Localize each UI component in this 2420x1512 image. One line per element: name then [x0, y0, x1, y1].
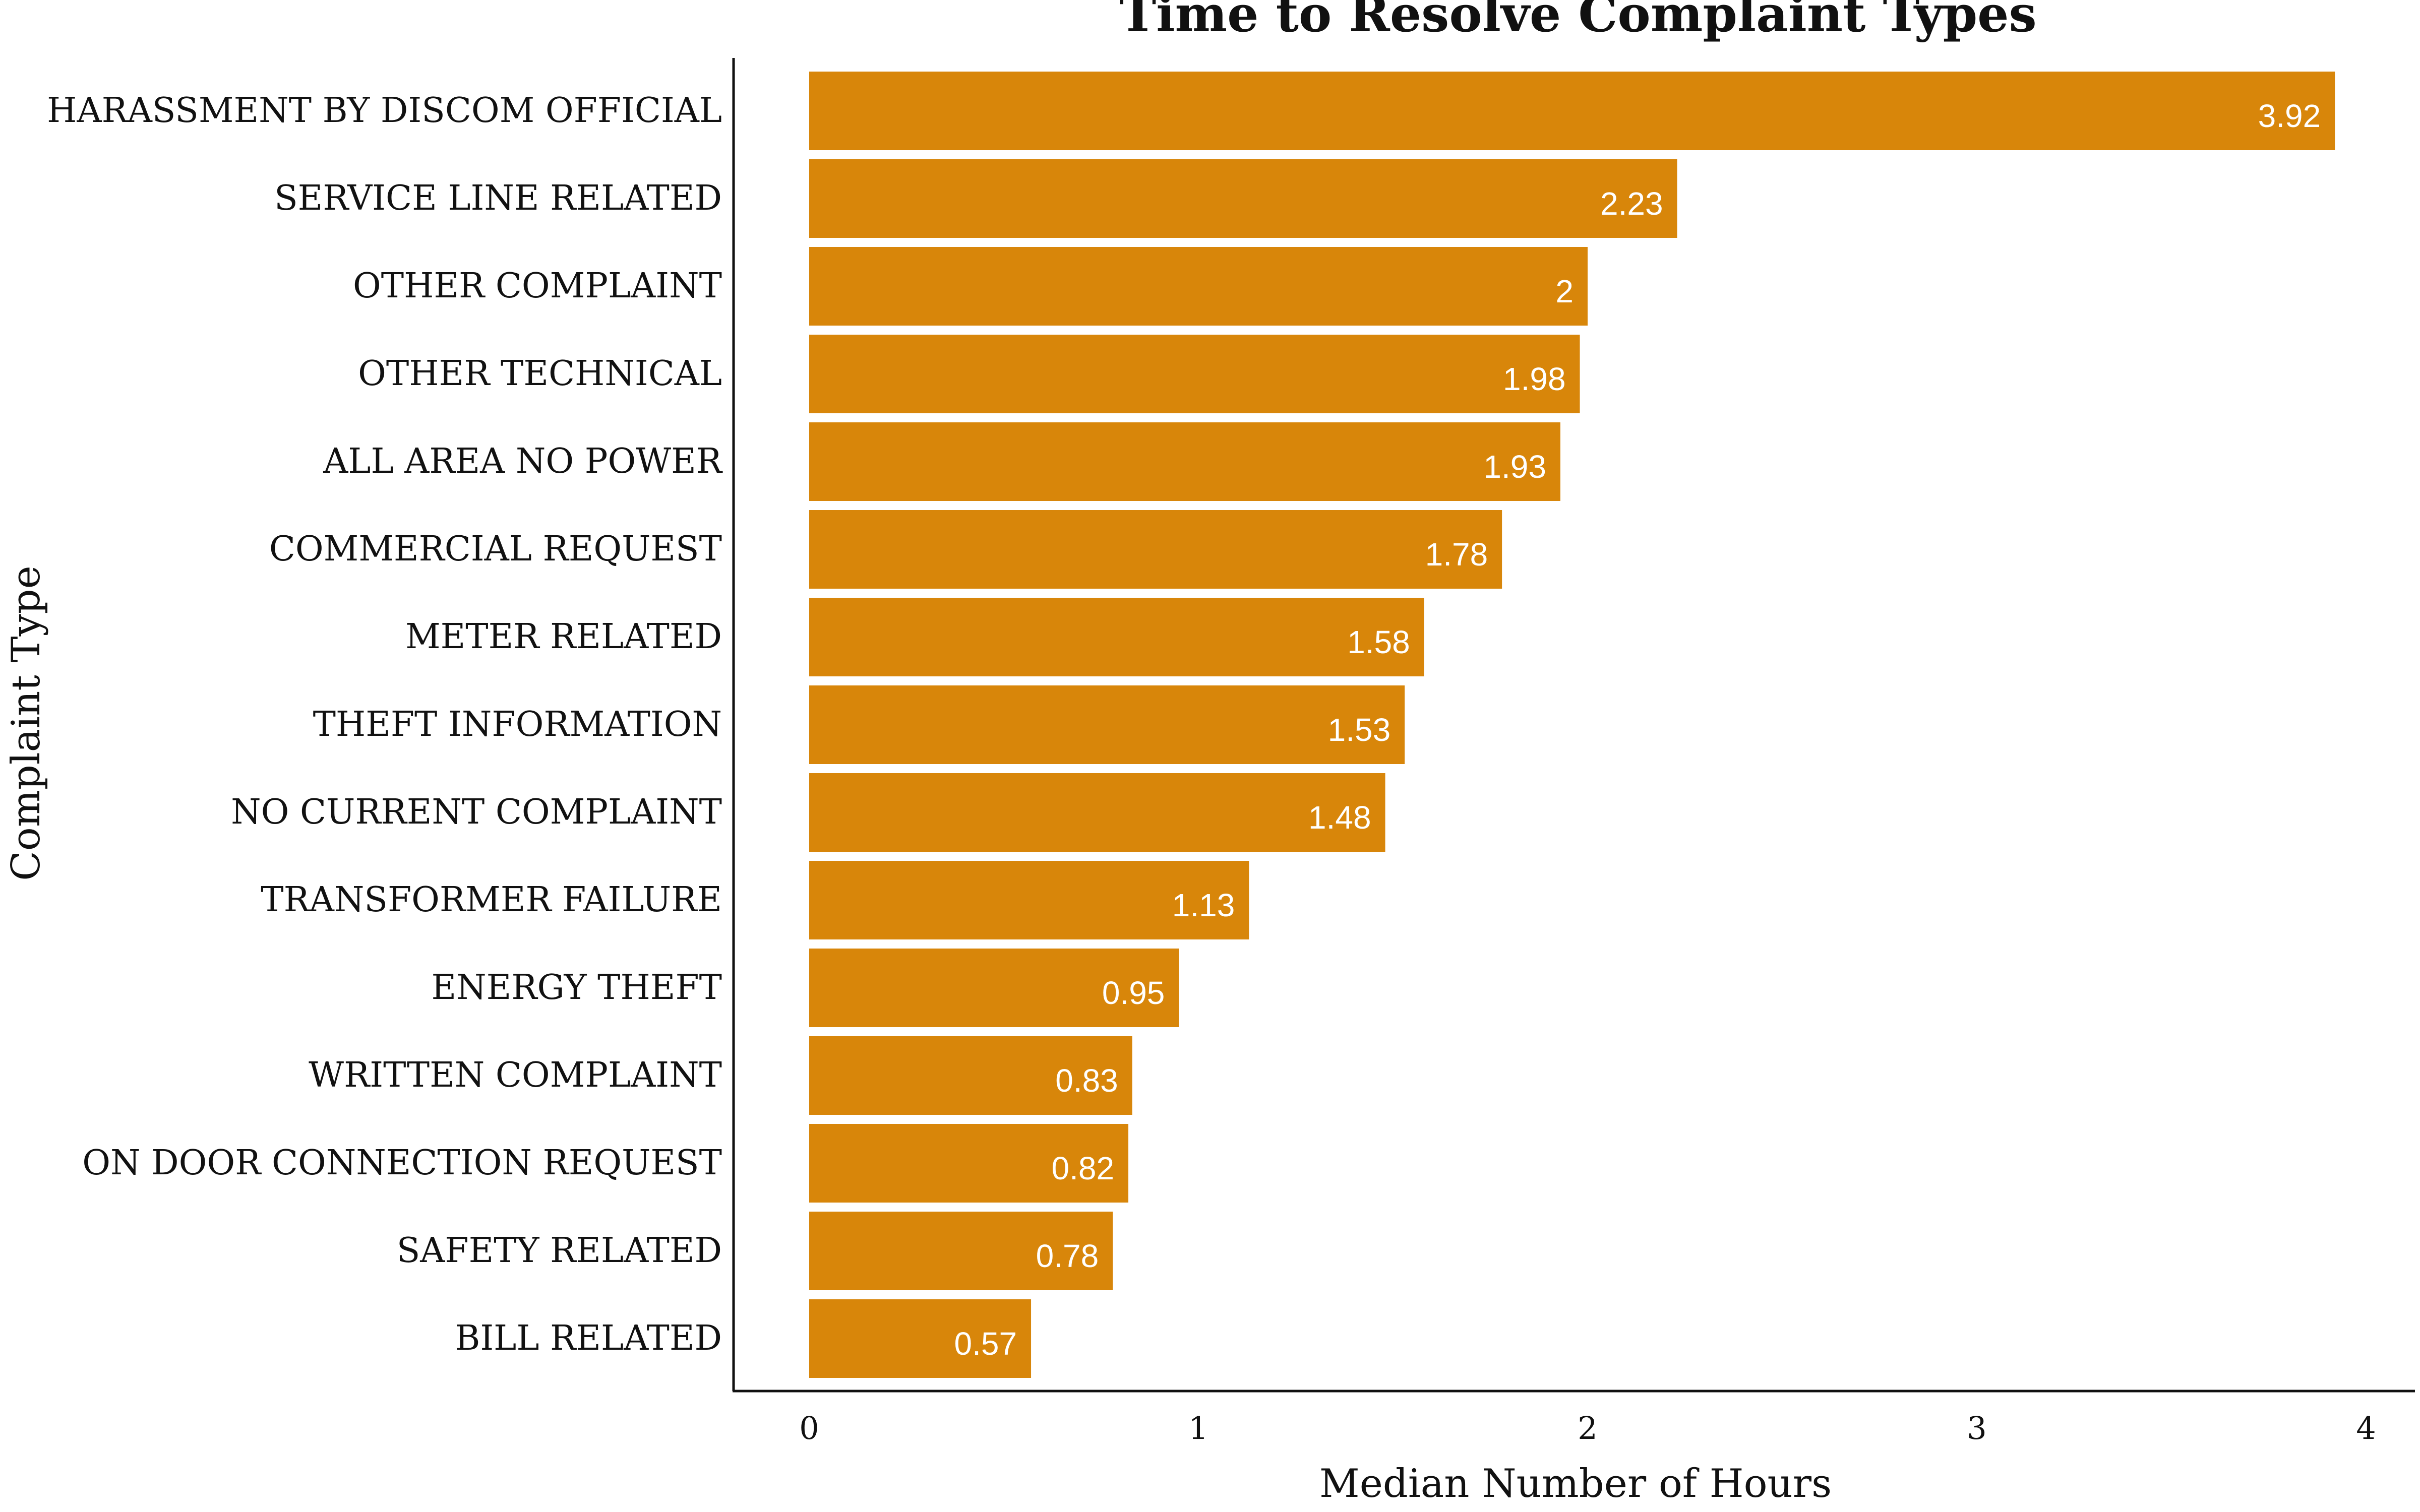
x-tick-label: 3	[1967, 1410, 1986, 1446]
bar	[809, 422, 1560, 501]
category-label: METER RELATED	[405, 617, 722, 657]
value-label: 0.83	[1055, 1062, 1118, 1099]
bar	[809, 247, 1588, 326]
category-label: TRANSFORMER FAILURE	[261, 880, 722, 920]
value-label: 1.58	[1347, 624, 1410, 660]
value-label: 2.23	[1600, 185, 1663, 222]
bar	[809, 335, 1580, 413]
x-tick-labels: 0 1 2 3 4	[799, 1410, 2376, 1446]
bar	[809, 685, 1405, 764]
x-axis-title: Median Number of Hours	[1319, 1461, 1832, 1506]
category-label: NO CURRENT COMPLAINT	[231, 792, 722, 832]
category-label: SERVICE LINE RELATED	[274, 178, 722, 218]
category-label: HARASSMENT BY DISCOM OFFICIAL	[47, 91, 722, 131]
bar	[809, 1212, 1113, 1290]
value-label: 0.57	[954, 1326, 1017, 1362]
value-label: 0.95	[1102, 975, 1165, 1011]
category-label: ENERGY THEFT	[432, 968, 722, 1007]
x-tick-label: 2	[1578, 1410, 1597, 1446]
value-label: 1.53	[1328, 712, 1391, 748]
bar	[809, 773, 1385, 852]
value-label: 0.78	[1036, 1238, 1099, 1274]
x-tick-label: 1	[1188, 1410, 1208, 1446]
bar	[809, 1299, 1032, 1378]
value-label: 2	[1555, 273, 1574, 309]
bar	[809, 159, 1677, 238]
bar	[809, 861, 1249, 939]
value-label: 1.78	[1425, 536, 1488, 573]
bar	[809, 598, 1424, 676]
value-label: 3.92	[2258, 98, 2321, 134]
value-labels: 3.92 2.23 2 1.98 1.93 1.78 1.58 1.53 1.48 1.13 0.9…	[954, 98, 2321, 1362]
category-label: WRITTEN COMPLAINT	[309, 1055, 722, 1095]
x-tick-label: 4	[2356, 1410, 2376, 1446]
category-label: COMMERCIAL REQUEST	[269, 529, 722, 569]
value-label: 1.13	[1172, 887, 1235, 923]
value-label: 1.48	[1308, 799, 1371, 836]
bar	[809, 1124, 1129, 1203]
category-label: OTHER TECHNICAL	[358, 354, 722, 394]
value-label: 1.93	[1483, 449, 1546, 485]
category-label: THEFT INFORMATION	[313, 705, 722, 744]
category-label: ALL AREA NO POWER	[323, 442, 723, 481]
category-labels: HARASSMENT BY DISCOM OFFICIAL SERVICE LIN…	[47, 91, 723, 1358]
bar	[809, 949, 1179, 1027]
bars-group	[809, 72, 2335, 1378]
bar	[809, 510, 1502, 589]
category-label: OTHER COMPLAINT	[353, 266, 722, 306]
bar	[809, 72, 2335, 150]
x-tick-label: 0	[799, 1410, 819, 1446]
category-label: BILL RELATED	[455, 1318, 722, 1358]
value-label: 0.82	[1051, 1150, 1114, 1186]
category-label: ON DOOR CONNECTION REQUEST	[82, 1143, 722, 1183]
category-label: SAFETY RELATED	[397, 1231, 722, 1271]
y-axis-title: Complaint Type	[4, 565, 49, 881]
bar	[809, 1036, 1132, 1115]
value-label: 1.98	[1503, 361, 1566, 397]
chart-title: Time to Resolve Complaint Types	[1119, 0, 2036, 43]
